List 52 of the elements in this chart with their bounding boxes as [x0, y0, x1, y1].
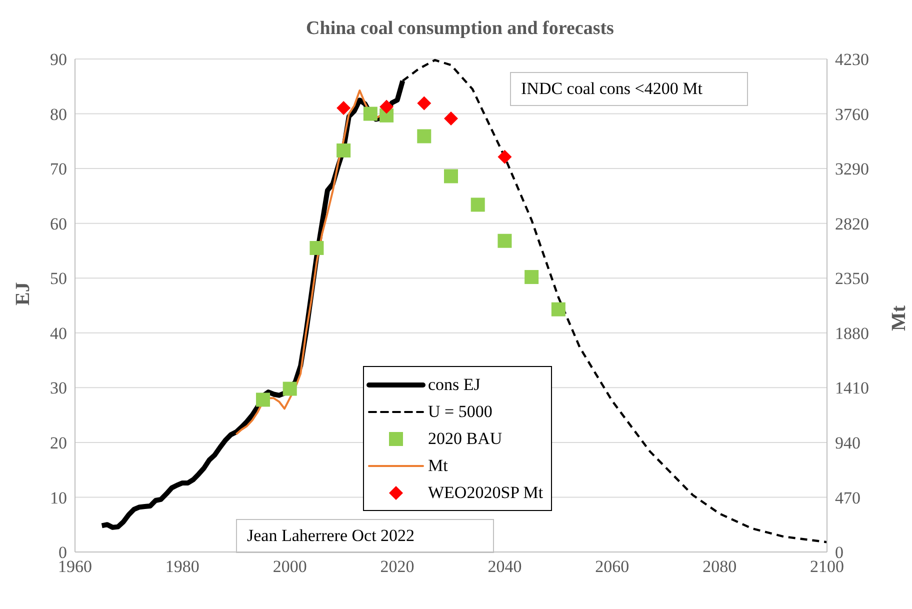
point [336, 143, 351, 158]
point [498, 150, 512, 164]
point [498, 234, 512, 248]
y2-tick-label: 940 [835, 433, 860, 452]
point [380, 100, 394, 114]
chart-title: China coal consumption and forecasts [305, 18, 615, 40]
point [363, 106, 378, 121]
y2-tick-label: 3290 [835, 160, 869, 179]
y-tick-label: 50 [50, 269, 67, 288]
y-tick-label: 10 [50, 488, 67, 508]
y-tick-label: 70 [50, 160, 67, 179]
legend-label: 2020 BAU [428, 428, 502, 448]
annotation: Jean Laherrere Oct 2022 [236, 519, 494, 553]
x-tick-label: 1980 [165, 557, 200, 576]
point [417, 129, 432, 144]
y2-axis-title: Mt [888, 305, 910, 332]
point [551, 302, 566, 316]
x-tick-label: 2020 [380, 557, 414, 576]
y-tick-label: 20 [50, 433, 67, 452]
point [336, 100, 351, 115]
point [310, 240, 324, 255]
point [470, 198, 485, 212]
legend-label: cons EJ [428, 374, 480, 394]
y2-tick-label: 470 [835, 488, 860, 508]
x-tick-label: 2060 [595, 557, 630, 576]
y2-tick-label: 1410 [835, 378, 869, 398]
point [282, 382, 297, 396]
y2-tick-label: 3760 [835, 104, 869, 124]
x-tick-label: 2000 [272, 557, 307, 576]
x-tick-label: 2040 [488, 557, 522, 576]
x-tick-label: 1960 [58, 557, 92, 576]
legend-label: WEO2020SP Mt [428, 482, 544, 502]
x-tick-label: 2100 [810, 557, 844, 576]
y-axis-title: EJ [12, 282, 34, 306]
y-tick-label: 40 [50, 324, 67, 343]
y-tick-label: 90 [50, 50, 67, 70]
point [524, 270, 539, 284]
annotation: INDC coal cons <4200 Mt [510, 72, 748, 106]
point [256, 392, 270, 407]
y2-tick-label: 2820 [835, 214, 869, 234]
y-tick-label: 30 [50, 378, 67, 398]
legend-label: U = 5000 [428, 402, 492, 422]
y2-tick-label: 4230 [835, 50, 869, 70]
y2-tick-label: 2350 [835, 269, 869, 288]
point [444, 111, 458, 126]
y-tick-label: 80 [50, 104, 67, 124]
point [417, 96, 432, 110]
y-tick-label: 60 [50, 214, 67, 234]
x-tick-label: 2080 [702, 557, 737, 576]
y2-tick-label: 1880 [835, 324, 869, 343]
legend-label: Mt [428, 456, 448, 476]
point [444, 169, 458, 184]
